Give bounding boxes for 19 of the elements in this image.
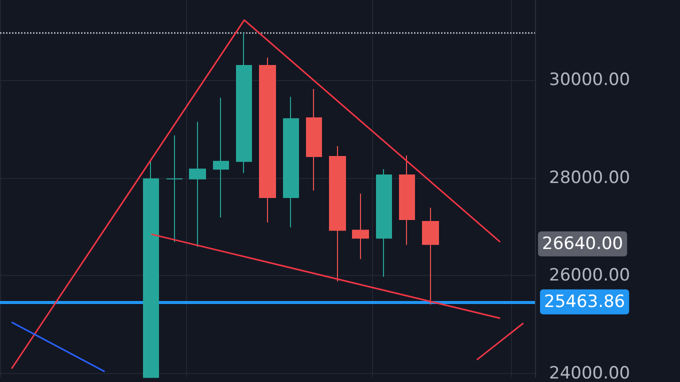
candlestick	[143, 160, 159, 378]
y-tick-label: 26000.00	[549, 266, 630, 286]
candlestick	[422, 207, 439, 306]
candlestick	[189, 121, 206, 248]
candlestick	[283, 96, 299, 228]
y-tick-label: 28000.00	[549, 168, 630, 188]
y-tick-label: 30000.00	[549, 70, 630, 90]
y-tick-label: 24000.00	[549, 364, 630, 382]
candlestick	[376, 168, 392, 278]
candlestick	[166, 134, 183, 242]
text: 26640.00	[542, 234, 624, 254]
candlestick	[236, 32, 252, 174]
candlestick	[329, 146, 346, 282]
candlestick	[306, 88, 322, 192]
candlestick	[399, 154, 415, 246]
ref-line-label: 25463.86	[544, 292, 626, 312]
candlestick	[259, 57, 276, 223]
candlestick	[352, 193, 369, 260]
candlestick	[213, 97, 229, 218]
